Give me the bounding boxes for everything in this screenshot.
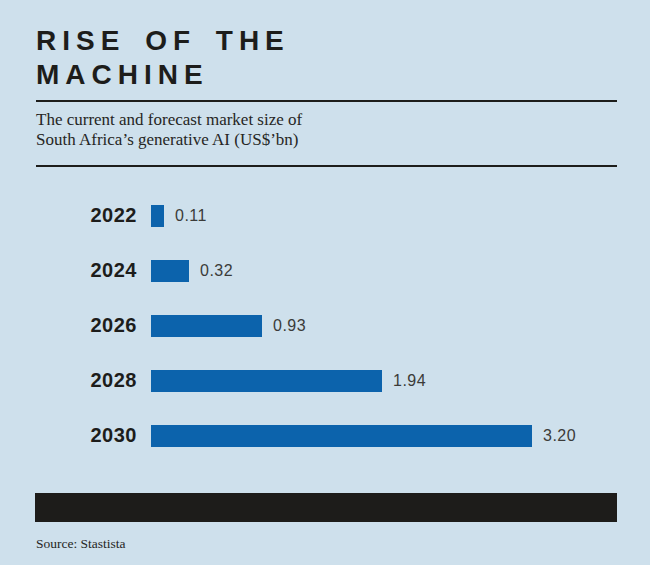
year-label: 2022 <box>0 204 137 227</box>
value-label: 0.93 <box>273 317 306 335</box>
chart-row: 2028 1.94 <box>0 353 650 408</box>
source-credit: Source: Stastista <box>36 536 126 552</box>
chart-subtitle-line2: South Africa’s generative AI (US$’bn) <box>36 130 302 150</box>
chart-row: 2022 0.11 <box>0 188 650 243</box>
value-label: 1.94 <box>393 372 426 390</box>
value-label: 3.20 <box>543 427 576 445</box>
value-label: 0.11 <box>175 207 207 225</box>
year-label: 2028 <box>0 369 137 392</box>
bar <box>151 370 382 392</box>
page-title-line1: RISE OF THE <box>36 24 290 58</box>
year-label: 2026 <box>0 314 137 337</box>
year-label: 2024 <box>0 259 137 282</box>
value-label: 0.32 <box>200 262 233 280</box>
chart-subtitle: The current and forecast market size of … <box>36 110 302 150</box>
chart-row: 2030 3.20 <box>0 408 650 463</box>
chart-row: 2026 0.93 <box>0 298 650 353</box>
year-label: 2030 <box>0 424 137 447</box>
chart-row: 2024 0.32 <box>0 243 650 298</box>
bar <box>151 260 189 282</box>
infographic-page: RISE OF THE MACHINE The current and fore… <box>0 0 650 565</box>
chart-subtitle-line1: The current and forecast market size of <box>36 110 302 130</box>
bar <box>151 315 262 337</box>
divider-bottom <box>36 165 617 167</box>
bar <box>151 205 164 227</box>
page-title: RISE OF THE MACHINE <box>36 24 290 92</box>
divider-top <box>36 100 617 102</box>
bar-chart: 2022 0.11 2024 0.32 2026 0.93 2028 1.94 2030 3.20 <box>0 188 650 463</box>
page-title-line2: MACHINE <box>36 58 290 92</box>
bar <box>151 425 532 447</box>
footer-band <box>35 493 617 522</box>
